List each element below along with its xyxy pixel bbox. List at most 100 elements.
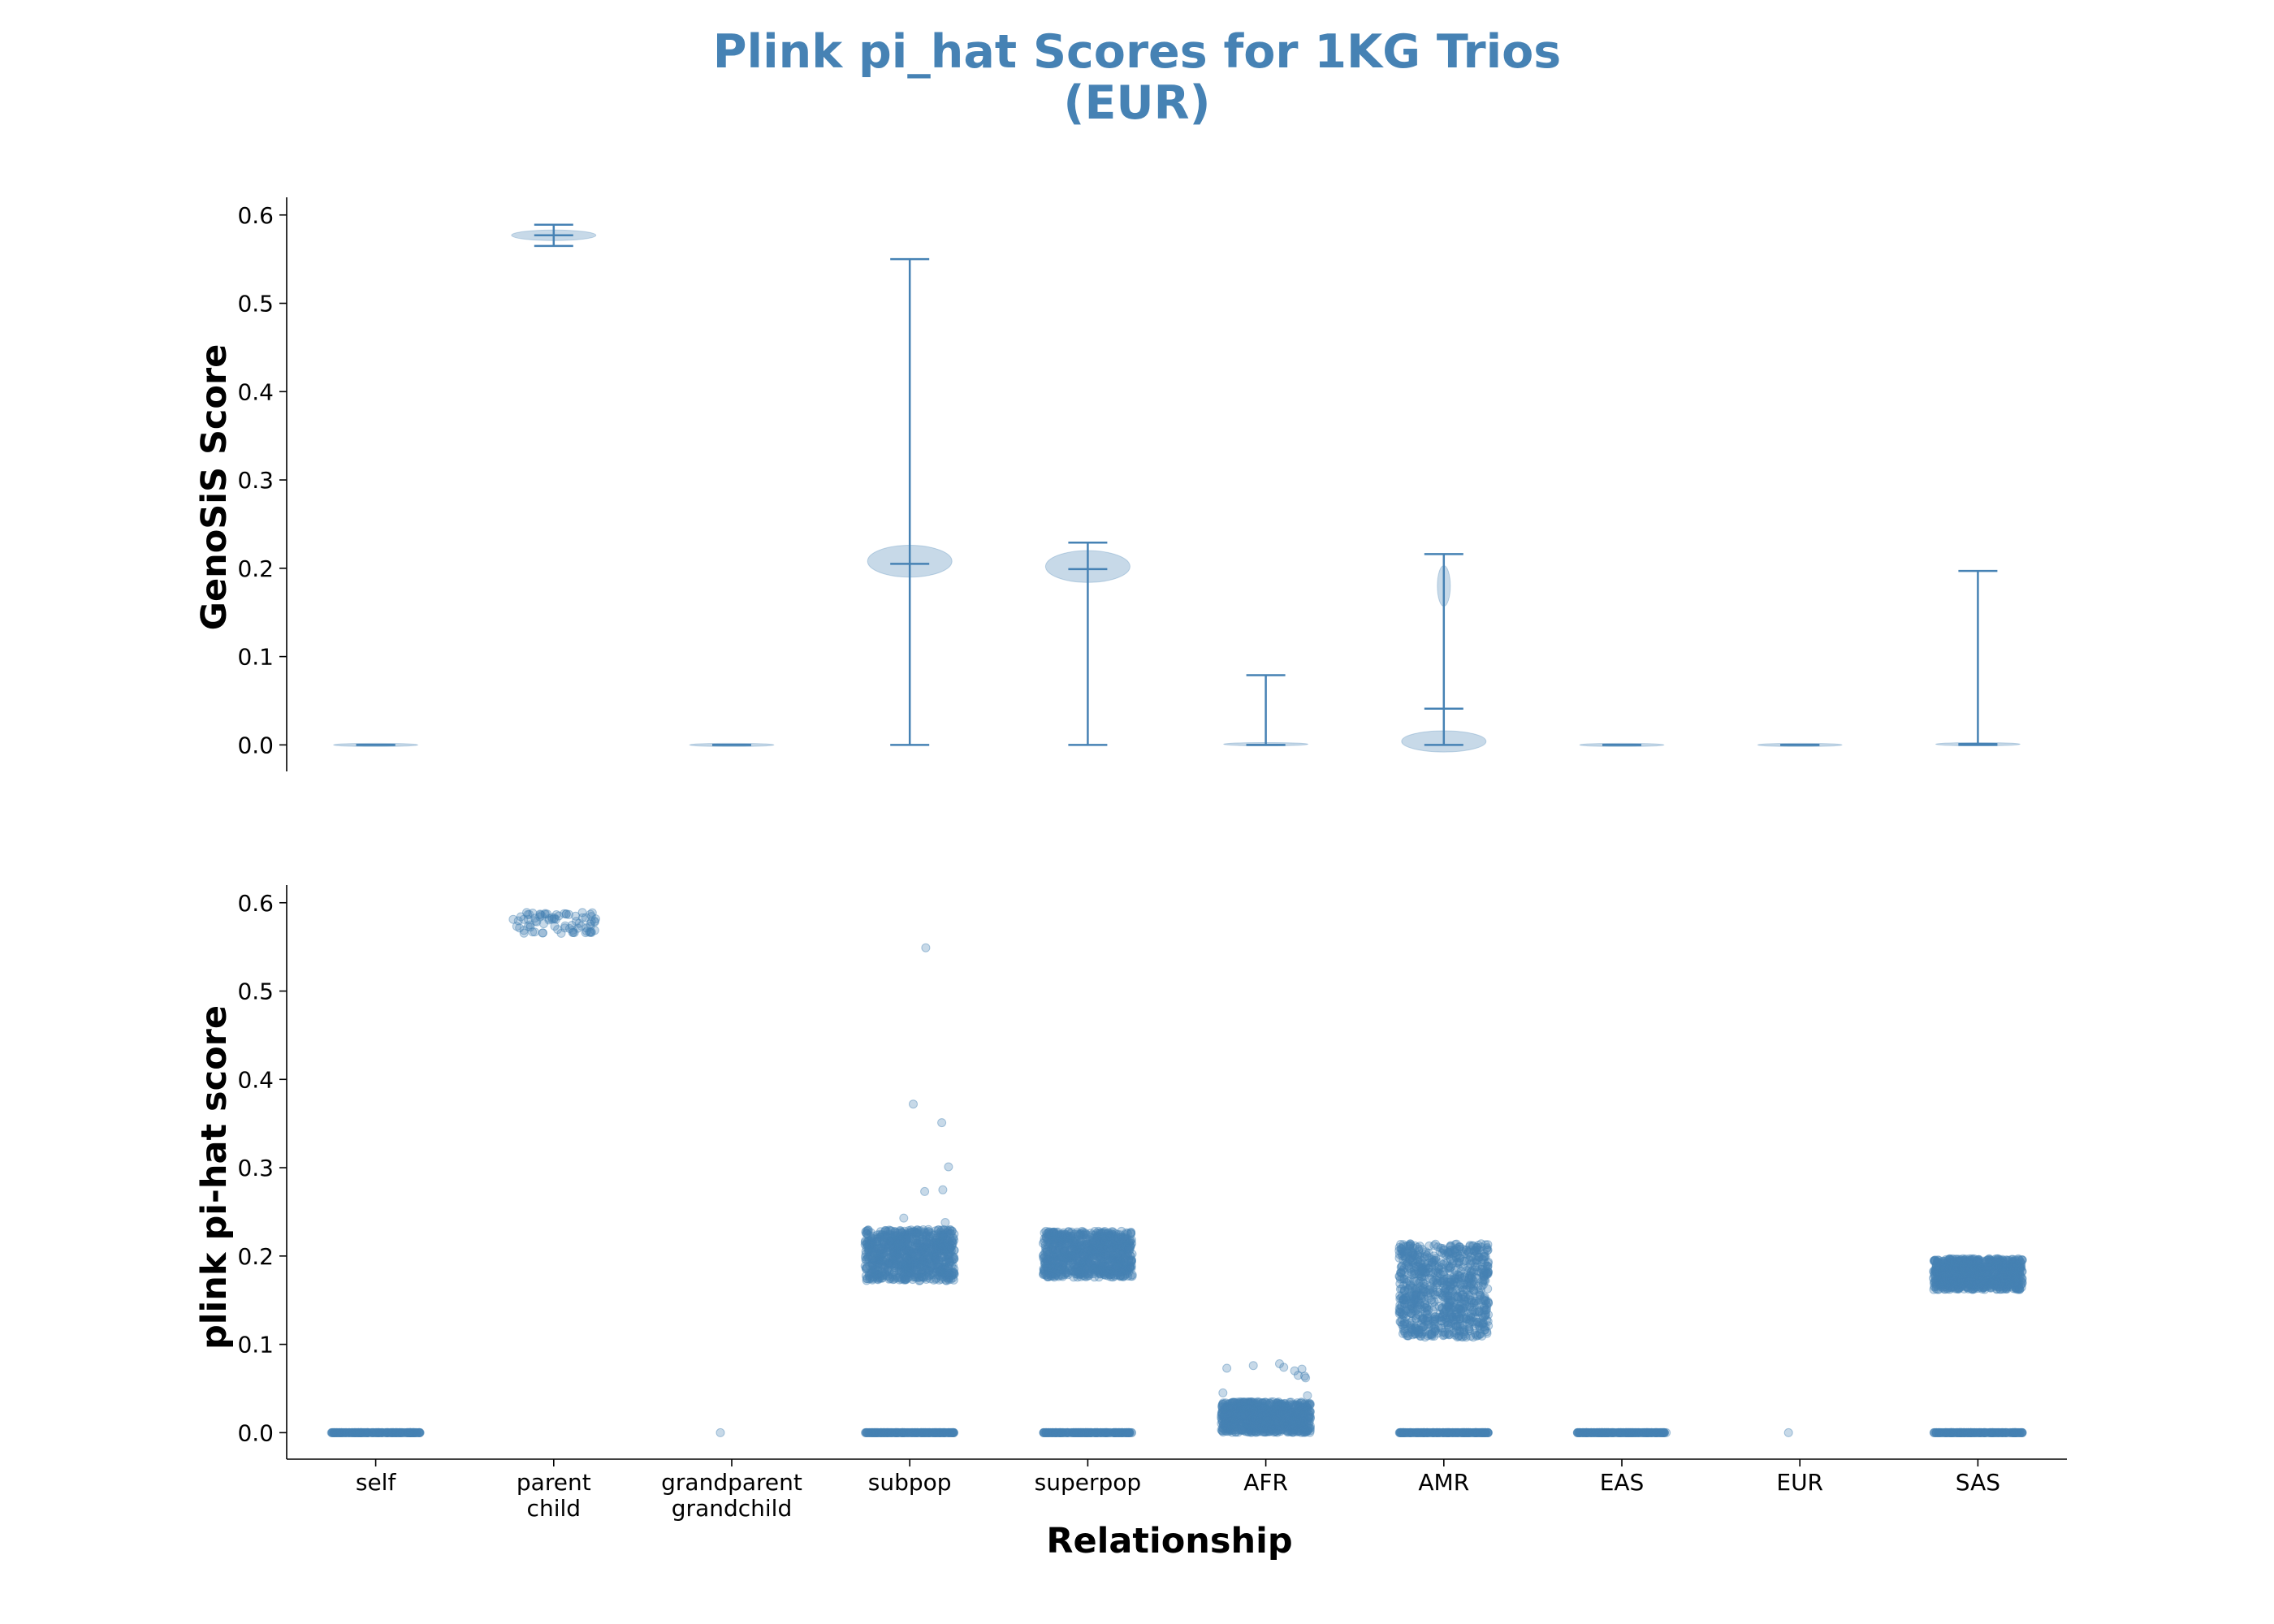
strip-point (905, 1266, 914, 1276)
strip-point (407, 1427, 417, 1437)
strip-point (936, 1246, 945, 1256)
strip-point (1074, 1255, 1083, 1265)
strip-point (942, 1273, 952, 1283)
strip-point (1646, 1427, 1656, 1437)
strip-point (949, 1246, 959, 1255)
strip-point (372, 1427, 382, 1437)
strip-point (1236, 1406, 1246, 1415)
strip-point (866, 1237, 875, 1247)
strip-point (537, 911, 547, 920)
strip-point (409, 1427, 418, 1437)
strip-point (895, 1255, 905, 1265)
strip-point (938, 1185, 948, 1194)
strip-point (409, 1427, 418, 1437)
strip-point (519, 928, 529, 938)
bottom-y-axis-label: plink pi-hat score (194, 1005, 235, 1350)
strip-point (1301, 1373, 1311, 1383)
strip-AMR (1394, 1239, 1494, 1437)
strip-point (938, 1233, 948, 1243)
strip-AFR (1217, 1359, 1315, 1437)
strip-point (1402, 1277, 1412, 1287)
strip-point (919, 1255, 928, 1264)
strip-point (330, 1427, 339, 1437)
strip-point (396, 1427, 406, 1437)
strip-point (383, 1427, 392, 1437)
strip-point (349, 1427, 359, 1437)
strip-point (415, 1427, 425, 1437)
strip-point (929, 1249, 939, 1259)
strip-point (366, 1427, 376, 1437)
strip-point (387, 1427, 397, 1437)
strip-point (368, 1427, 378, 1437)
strip-point (330, 1427, 339, 1437)
strip-point (887, 1256, 897, 1266)
strip-point (945, 1244, 954, 1254)
strip-SAS (1929, 1254, 2027, 1437)
strip-point (351, 1427, 361, 1437)
strip-point (935, 1262, 944, 1272)
strip-point (403, 1427, 413, 1437)
strip-point (577, 921, 586, 931)
strip-point (357, 1427, 366, 1437)
strip-point (339, 1427, 348, 1437)
strip-point (415, 1427, 425, 1437)
strip-point (936, 1239, 945, 1249)
strip-point (925, 1231, 935, 1241)
strip-point (919, 1273, 928, 1282)
strip-point (873, 1270, 883, 1280)
strip-point (947, 1237, 957, 1246)
strip-point (865, 1250, 875, 1260)
strip-point (339, 1427, 348, 1437)
strip-point (872, 1237, 882, 1246)
strip-point (940, 1226, 949, 1235)
strip-point (861, 1236, 870, 1246)
violin-subpop (867, 257, 953, 746)
strip-point (895, 1240, 904, 1250)
strip-point (1424, 1320, 1434, 1329)
genosis-violin-panel: GenoSiS Score 0.00.10.20.30.40.50.6 (194, 197, 2021, 771)
strip-grandparent-grandchild (715, 1427, 725, 1437)
strip-point (866, 1239, 875, 1249)
strip-point (919, 1230, 928, 1240)
strip-point (412, 1427, 422, 1437)
strip-point (900, 1229, 909, 1239)
strip-point (522, 908, 531, 918)
strip-point (1050, 1246, 1059, 1255)
strip-point (573, 923, 583, 933)
strip-point (512, 922, 521, 931)
strip-point (880, 1257, 889, 1267)
strip-point (1445, 1284, 1455, 1294)
strip-point (920, 1243, 930, 1253)
strip-point (883, 1227, 893, 1237)
strip-point (902, 1260, 912, 1270)
strip-point (1099, 1243, 1109, 1253)
strip-point (884, 1236, 893, 1246)
strip-point (906, 1255, 916, 1264)
chart-title-line-2: (EUR) (1063, 76, 1210, 130)
strip-point (382, 1427, 391, 1437)
strip-point (550, 922, 560, 931)
strip-point (353, 1427, 363, 1437)
strip-point (1398, 1246, 1407, 1256)
strip-point (373, 1427, 383, 1437)
strip-point (404, 1427, 413, 1437)
strip-point (387, 1427, 397, 1437)
strip-point (937, 1242, 947, 1251)
strip-point (946, 1247, 955, 1257)
strip-point (870, 1256, 880, 1266)
strip-point (875, 1274, 884, 1283)
strip-point (367, 1427, 377, 1437)
strip-point (908, 1236, 918, 1246)
strip-point (353, 1427, 363, 1437)
strip-point (331, 1427, 341, 1437)
strip-point (933, 1261, 943, 1271)
strip-point (905, 1246, 914, 1255)
strip-EUR (1783, 1427, 1793, 1437)
strip-point (408, 1427, 417, 1437)
strip-point (347, 1427, 357, 1437)
strip-point (354, 1427, 364, 1437)
strip-point (530, 927, 539, 937)
bottom-y-tick-label: 0.5 (237, 978, 274, 1005)
strip-point (359, 1427, 369, 1437)
strip-point (912, 1238, 922, 1248)
